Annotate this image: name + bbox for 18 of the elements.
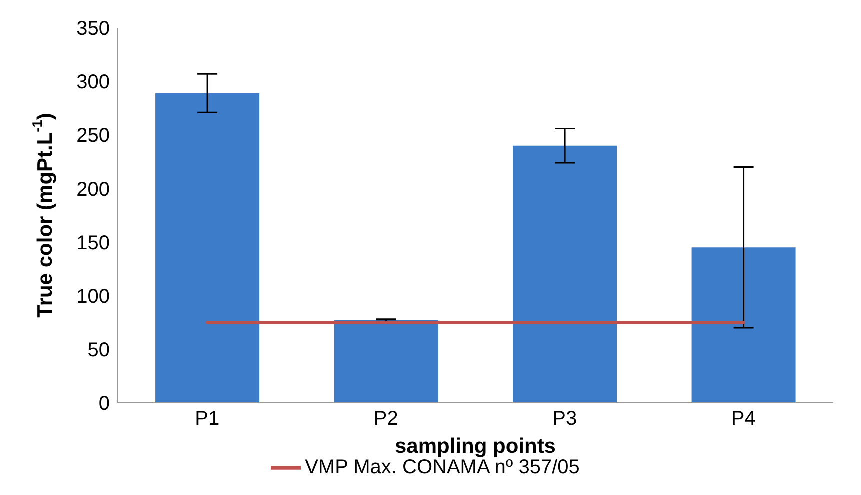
- legend-label: VMP Max. CONAMA nº 357/05: [305, 456, 580, 478]
- y-tick-label: 250: [76, 125, 110, 148]
- bar: [692, 248, 796, 403]
- x-tick-label: P1: [195, 408, 220, 430]
- x-tick-label: P2: [374, 408, 398, 430]
- x-tick-label: P3: [552, 408, 578, 430]
- x-tick-label: P4: [731, 408, 756, 430]
- y-tick-label: 150: [76, 232, 110, 254]
- bar: [513, 146, 618, 403]
- y-tick-label: 200: [76, 178, 110, 201]
- y-tick-label: 0: [98, 393, 110, 416]
- bar: [334, 320, 438, 403]
- y-tick-label: 350: [76, 18, 110, 40]
- x-axis-title: sampling points: [394, 435, 556, 458]
- bar: [156, 93, 260, 403]
- y-tick-label: 50: [88, 340, 110, 362]
- y-tick-label: 100: [76, 286, 110, 308]
- y-tick-label: 300: [76, 72, 110, 94]
